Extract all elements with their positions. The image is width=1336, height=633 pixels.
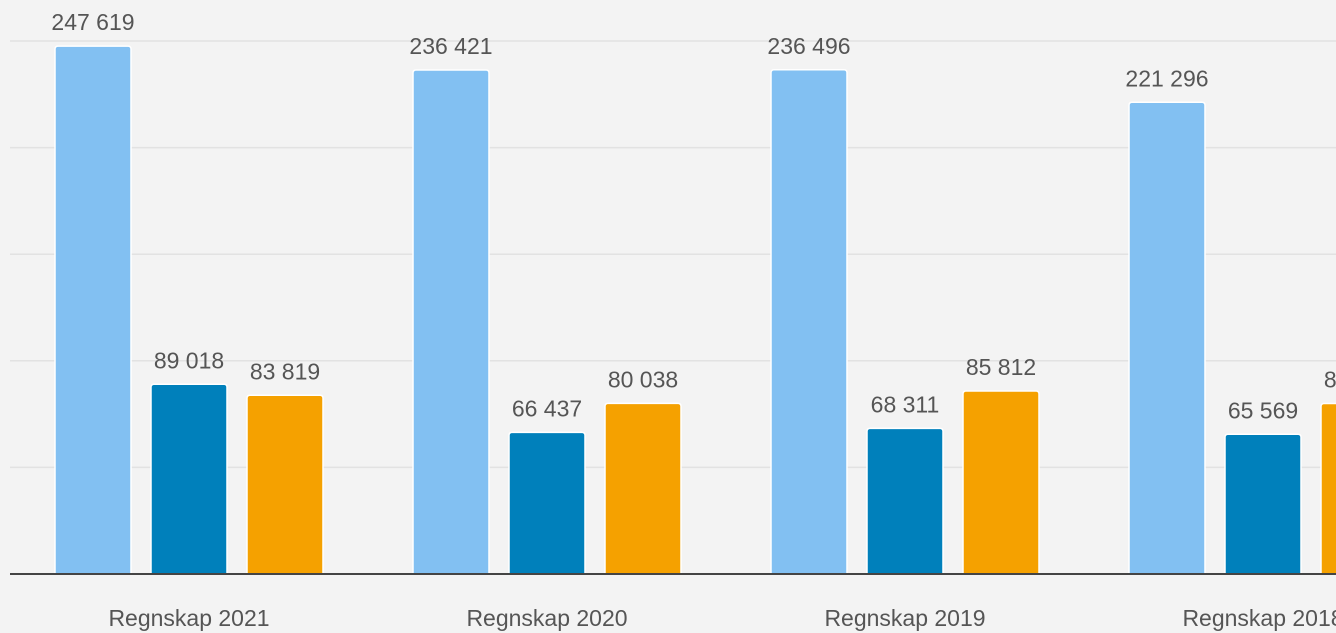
- value-label: 66 437: [512, 395, 582, 421]
- value-label: 68 311: [871, 391, 940, 417]
- value-label: 83 819: [250, 358, 320, 384]
- value-label: 65 569: [1228, 397, 1298, 423]
- bar: [246, 394, 324, 575]
- value-label: 247 619: [51, 9, 134, 35]
- x-tick-label: Regnskap 2021: [108, 605, 269, 631]
- value-label: 221 296: [1125, 65, 1208, 91]
- bar: [508, 431, 586, 575]
- value-label: 89 018: [154, 347, 224, 373]
- x-tick-label: Regnskap 2018: [1182, 605, 1336, 631]
- x-tick-label: Regnskap 2019: [824, 605, 985, 631]
- value-label: 80 000: [1324, 367, 1336, 393]
- bar: [1320, 402, 1336, 575]
- bar: [770, 69, 848, 575]
- bar: [1224, 433, 1302, 575]
- bar: [604, 402, 682, 575]
- x-tick-label: Regnskap 2020: [466, 605, 627, 631]
- value-label: 236 496: [767, 33, 850, 59]
- value-label: 80 038: [608, 366, 678, 392]
- bar: [962, 390, 1040, 575]
- bar: [150, 383, 228, 575]
- value-label: 85 812: [966, 354, 1036, 380]
- value-label: 236 421: [409, 33, 492, 59]
- bar: [54, 45, 132, 575]
- bar: [866, 427, 944, 575]
- bar: [412, 69, 490, 575]
- bar: [1128, 101, 1206, 575]
